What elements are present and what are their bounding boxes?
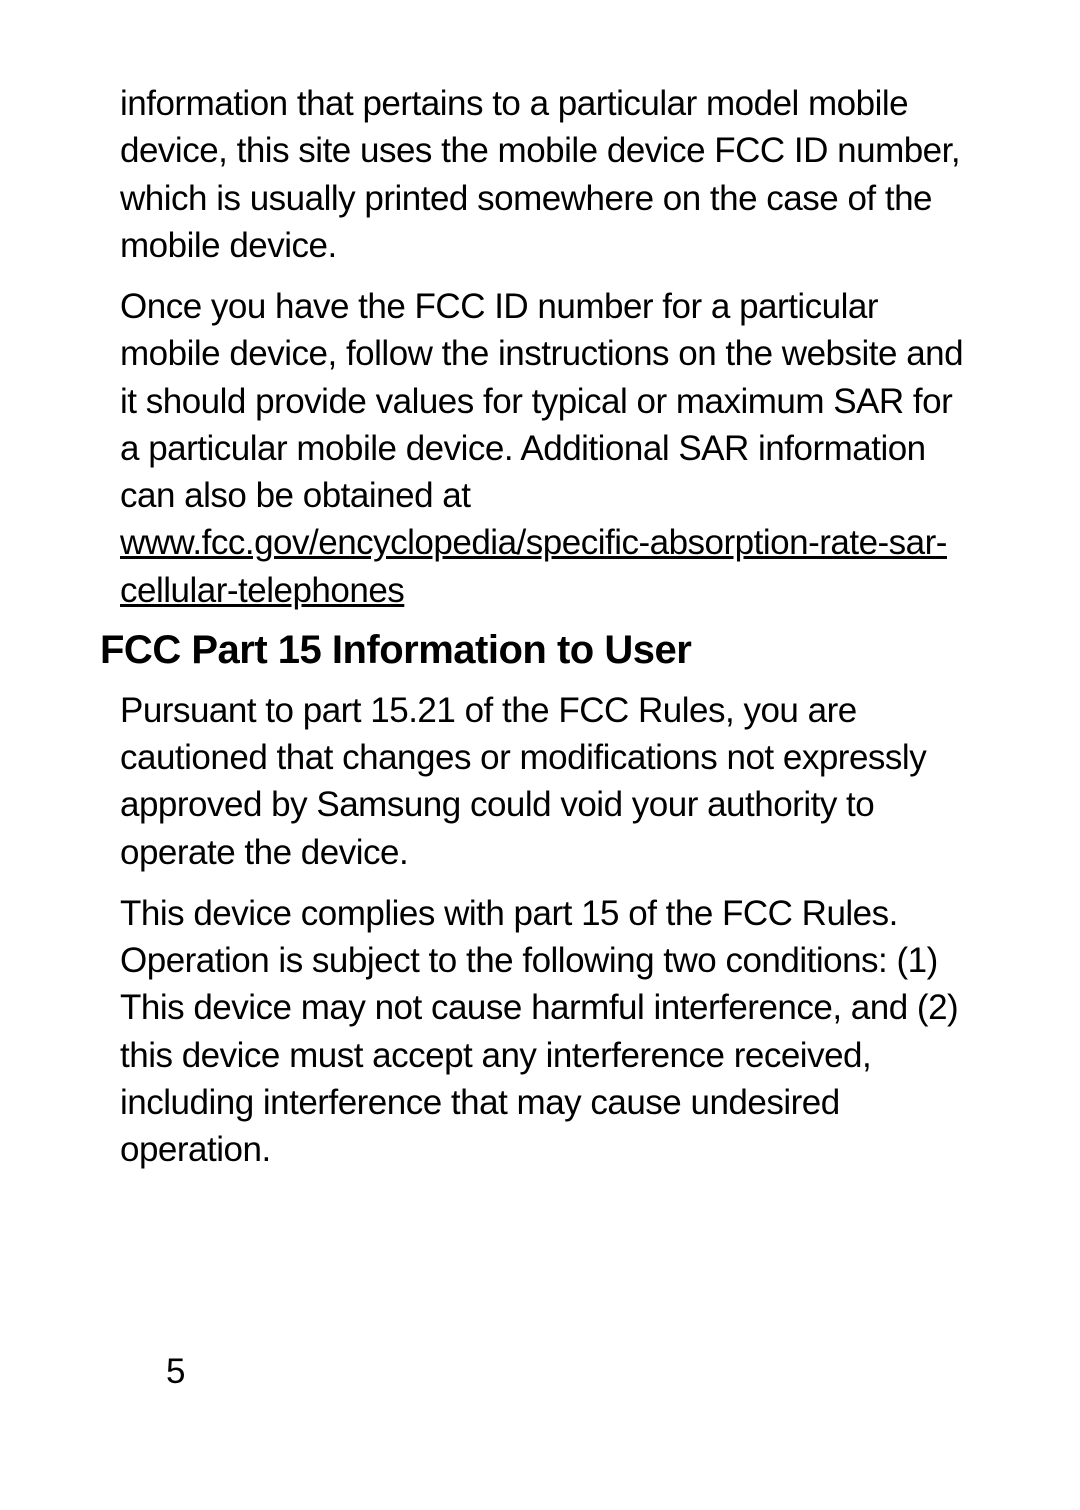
- page-number: 5: [166, 1352, 185, 1392]
- heading-fcc-part-15: FCC Part 15 Information to User: [100, 628, 970, 673]
- document-content: information that pertains to a particula…: [120, 80, 970, 1173]
- paragraph-fcc-compliance: This device complies with part 15 of the…: [120, 890, 970, 1174]
- fcc-sar-link[interactable]: www.fcc.gov/encyclopedia/specific-absorp…: [120, 523, 947, 609]
- paragraph-fcc-id-info: information that pertains to a particula…: [120, 80, 970, 269]
- paragraph-sar-info: Once you have the FCC ID number for a pa…: [120, 283, 970, 614]
- paragraph-fcc-caution: Pursuant to part 15.21 of the FCC Rules,…: [120, 687, 970, 876]
- paragraph-sar-text: Once you have the FCC ID number for a pa…: [120, 287, 963, 515]
